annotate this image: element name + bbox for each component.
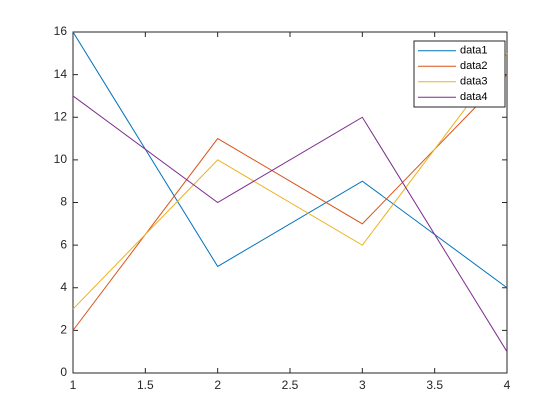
x-tick-label: 3.5 bbox=[426, 378, 443, 392]
y-tick-label: 10 bbox=[54, 152, 68, 166]
legend-label: data1 bbox=[460, 45, 488, 57]
y-tick-label: 14 bbox=[54, 67, 68, 81]
line-series bbox=[72, 95, 508, 352]
y-tick-label: 16 bbox=[54, 24, 68, 38]
legend-label: data4 bbox=[460, 91, 488, 103]
y-tick-label: 12 bbox=[54, 109, 68, 123]
y-tick-label: 4 bbox=[60, 280, 67, 294]
x-tick-label: 4 bbox=[504, 378, 511, 392]
y-tick-label: 6 bbox=[60, 237, 67, 251]
y-tick-label: 8 bbox=[60, 195, 67, 209]
x-tick-label: 2.5 bbox=[282, 378, 299, 392]
x-tick-label: 3 bbox=[359, 378, 366, 392]
x-tick-label: 2 bbox=[214, 378, 221, 392]
legend: data1 data2 data3 data4 bbox=[413, 40, 506, 108]
x-tick-label: 1.5 bbox=[137, 378, 154, 392]
legend-label: data3 bbox=[460, 76, 488, 88]
y-tick-label: 0 bbox=[60, 365, 67, 379]
line-series bbox=[72, 53, 508, 310]
legend-box bbox=[413, 40, 506, 108]
y-tick-label: 2 bbox=[60, 323, 67, 337]
legend-label: data2 bbox=[460, 60, 488, 72]
x-tick-label: 1 bbox=[70, 378, 77, 392]
